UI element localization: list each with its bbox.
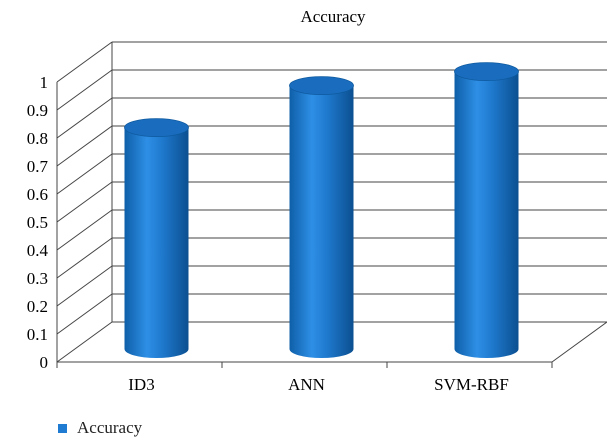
side-wall-gridline	[56, 321, 113, 363]
y-tick-label: 0.5	[27, 213, 48, 232]
side-wall-gridline	[56, 97, 113, 139]
chart-walls	[56, 41, 607, 368]
bar-body	[289, 85, 354, 358]
legend-label: Accuracy	[77, 418, 143, 437]
bar-top	[454, 62, 519, 81]
y-tick-label: 0.6	[27, 185, 48, 204]
y-tick-label: 0	[40, 353, 49, 372]
bar-body	[454, 71, 519, 358]
bar-body	[124, 127, 189, 358]
x-category-label: SVM-RBF	[434, 375, 509, 394]
chart-title: Accuracy	[300, 7, 366, 26]
y-tick-label: 0.8	[27, 129, 48, 148]
legend-swatch	[58, 423, 67, 433]
floor-right-edge	[551, 321, 607, 363]
y-tick-label: 0.2	[27, 297, 48, 316]
legend: Accuracy	[58, 418, 142, 438]
side-wall-gridline	[56, 265, 113, 307]
side-wall-gridline	[56, 153, 113, 195]
bar-svm-rbf	[454, 62, 519, 358]
y-tick-label: 1	[40, 73, 49, 92]
x-axis-categories: ID3 ANN SVM-RBF	[128, 375, 509, 394]
side-wall-gridline	[56, 209, 113, 251]
bar-top	[124, 118, 189, 137]
side-wall-gridline	[56, 125, 113, 167]
side-wall-gridline	[56, 41, 113, 83]
side-wall-gridline	[56, 237, 113, 279]
side-wall-gridline	[56, 293, 113, 335]
x-category-label: ID3	[128, 375, 154, 394]
bar-ann	[289, 76, 354, 358]
x-category-label: ANN	[288, 375, 325, 394]
y-axis-ticks: 0 0.1 0.2 0.3 0.4 0.5 0.6 0.7 0.8 0.9 1	[27, 73, 49, 372]
bars	[124, 62, 519, 358]
bar-id3	[124, 118, 189, 358]
y-tick-label: 0.1	[27, 325, 48, 344]
bar-top	[289, 76, 354, 95]
y-tick-label: 0.3	[27, 269, 48, 288]
y-tick-label: 0.9	[27, 101, 48, 120]
side-wall-gridline	[56, 69, 113, 111]
y-tick-label: 0.7	[27, 157, 49, 176]
side-wall-gridline	[56, 181, 113, 223]
y-tick-label: 0.4	[27, 241, 49, 260]
